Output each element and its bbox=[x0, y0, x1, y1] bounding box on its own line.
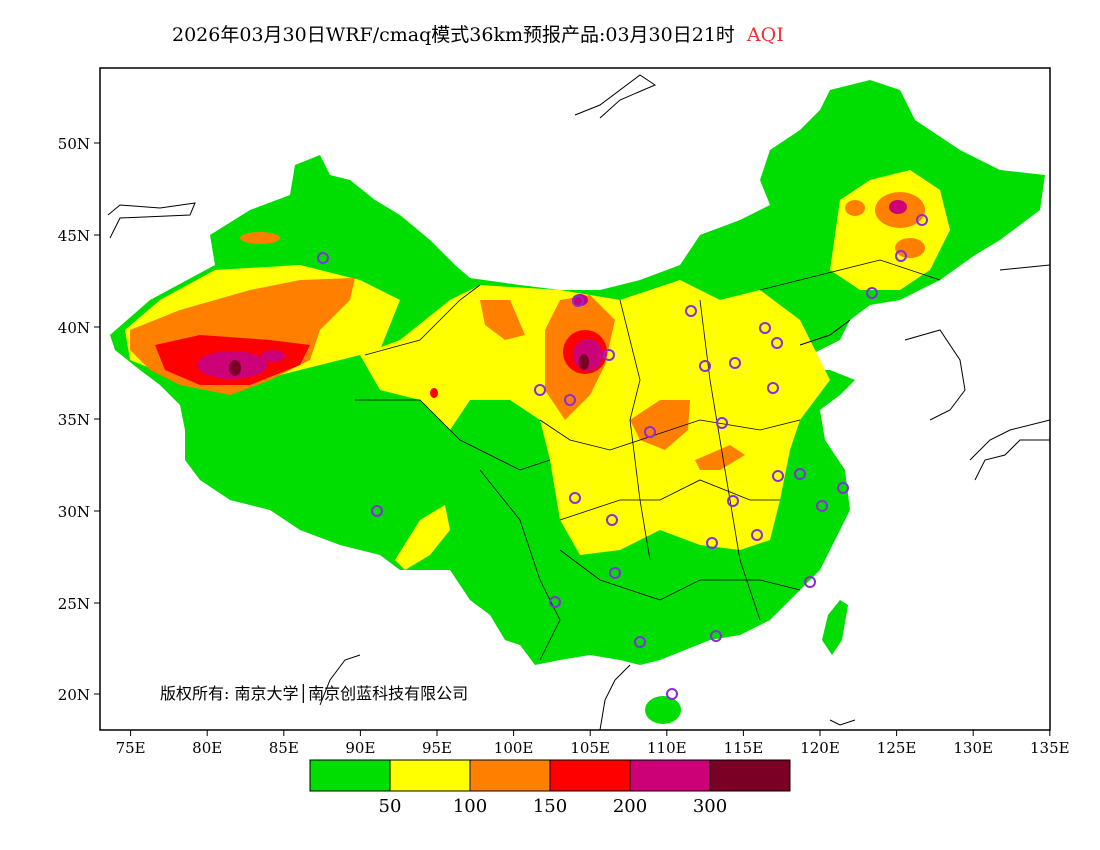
lat-label: 25N bbox=[58, 595, 90, 613]
legend-swatch bbox=[469, 759, 551, 792]
lon-label: 95E bbox=[422, 739, 452, 757]
legend-swatch bbox=[309, 759, 391, 792]
lon-label: 120E bbox=[800, 739, 840, 757]
legend-label: 100 bbox=[453, 796, 487, 817]
legend-label: 200 bbox=[613, 796, 647, 817]
map-frame bbox=[99, 67, 1051, 731]
lat-label: 20N bbox=[58, 686, 90, 704]
lat-label: 45N bbox=[58, 227, 90, 245]
lon-label: 90E bbox=[345, 739, 375, 757]
lon-label: 130E bbox=[953, 739, 993, 757]
legend-swatch bbox=[629, 759, 711, 792]
lon-label: 115E bbox=[724, 739, 764, 757]
lon-label: 80E bbox=[192, 739, 222, 757]
lon-axis: 75E 80E 85E 90E 95E 100E 105E 110E 115E 120E 125E 1… bbox=[116, 730, 1070, 757]
coastline-outlines bbox=[107, 74, 1050, 730]
aqi-orange-hetao bbox=[480, 300, 525, 340]
legend-swatch bbox=[389, 759, 471, 792]
lon-label: 135E bbox=[1030, 739, 1070, 757]
legend-swatch bbox=[709, 759, 791, 792]
lon-label: 110E bbox=[647, 739, 687, 757]
map-title: 2026年03月30日WRF/cmaq模式36km预报产品:03月30日21时 A… bbox=[172, 20, 784, 47]
lon-label: 85E bbox=[269, 739, 299, 757]
color-legend: 50 100 150 200 300 bbox=[309, 759, 791, 817]
lon-label: 75E bbox=[116, 739, 146, 757]
title-variable: AQI bbox=[746, 24, 784, 46]
taiwan bbox=[822, 600, 848, 655]
lat-axis: 50N 45N 40N 35N 30N 25N 20N bbox=[58, 135, 100, 704]
province-borders bbox=[355, 259, 941, 661]
aqi-orange-henan bbox=[630, 400, 690, 450]
legend-label: 50 bbox=[379, 796, 402, 817]
hainan bbox=[645, 696, 681, 724]
lat-label: 35N bbox=[58, 411, 90, 429]
lat-label: 40N bbox=[58, 319, 90, 337]
legend-label: 150 bbox=[533, 796, 567, 817]
aqi-darkred-xinjiang bbox=[229, 360, 241, 376]
lon-label: 105E bbox=[570, 739, 610, 757]
monitoring-stations bbox=[317, 214, 928, 700]
aqi-yellow-central bbox=[360, 280, 830, 555]
aqi-yellow-xizang bbox=[395, 505, 450, 570]
copyright-text: 版权所有: 南京大学│南京创蓝科技有限公司 bbox=[160, 684, 469, 703]
legend-label: 300 bbox=[693, 796, 727, 817]
lat-label: 50N bbox=[58, 135, 90, 153]
lat-label: 30N bbox=[58, 503, 90, 521]
legend-swatch bbox=[549, 759, 631, 792]
china-aqi-field bbox=[110, 80, 1045, 724]
lon-label: 125E bbox=[877, 739, 917, 757]
lon-label: 100E bbox=[494, 739, 534, 757]
title-text: 2026年03月30日WRF/cmaq模式36km预报产品:03月30日21时 bbox=[172, 24, 735, 46]
